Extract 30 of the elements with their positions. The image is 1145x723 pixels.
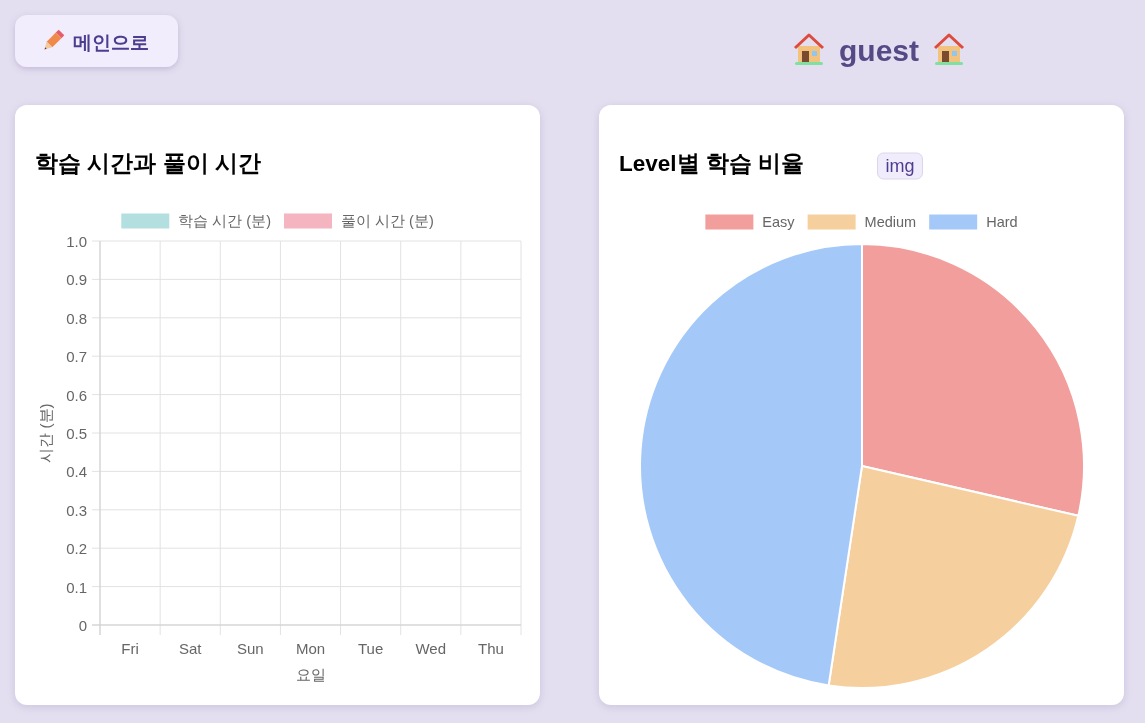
y-tick-label: 0	[78, 616, 87, 634]
text: img	[885, 156, 915, 176]
y-axis-title: 시간 (분)	[36, 403, 54, 463]
text: guest	[838, 33, 920, 67]
x-tick-label: Sat	[178, 639, 203, 657]
x-tick-label: Sun	[237, 639, 264, 657]
legend-label: Medium	[864, 214, 917, 230]
x-tick-label: Fri	[121, 639, 139, 657]
x-tick-label: Mon	[295, 639, 326, 657]
x-tick-label: Tue	[357, 639, 384, 657]
y-tick-label: 1.0	[66, 232, 87, 250]
y-tick-label: 0.4	[66, 462, 87, 480]
y-tick-label: 0.5	[66, 424, 87, 442]
legend-label: Hard	[986, 214, 1018, 230]
y-tick-label: 0.7	[66, 347, 87, 365]
y-tick-label: 0.2	[66, 539, 87, 557]
chart-title: Level별 학습 비율	[619, 150, 805, 176]
legend-label: 학습 시간 (분)	[178, 213, 271, 229]
y-tick-label: 0.6	[66, 386, 87, 404]
y-tick-label: 0.3	[66, 501, 87, 519]
y-tick-label: 0.8	[66, 309, 87, 327]
x-tick-label: Thu	[478, 639, 504, 657]
legend-label: 풀이 시간 (분)	[341, 213, 434, 229]
y-tick-label: 0.1	[66, 578, 87, 596]
text: 메인으로	[73, 31, 149, 53]
x-axis-title: 요일	[295, 665, 326, 683]
chart-title: 학습 시간과 풀이 시간	[35, 150, 261, 176]
x-tick-label: Wed	[415, 639, 447, 657]
legend-label: Easy	[762, 214, 796, 230]
y-tick-label: 0.9	[66, 270, 87, 288]
